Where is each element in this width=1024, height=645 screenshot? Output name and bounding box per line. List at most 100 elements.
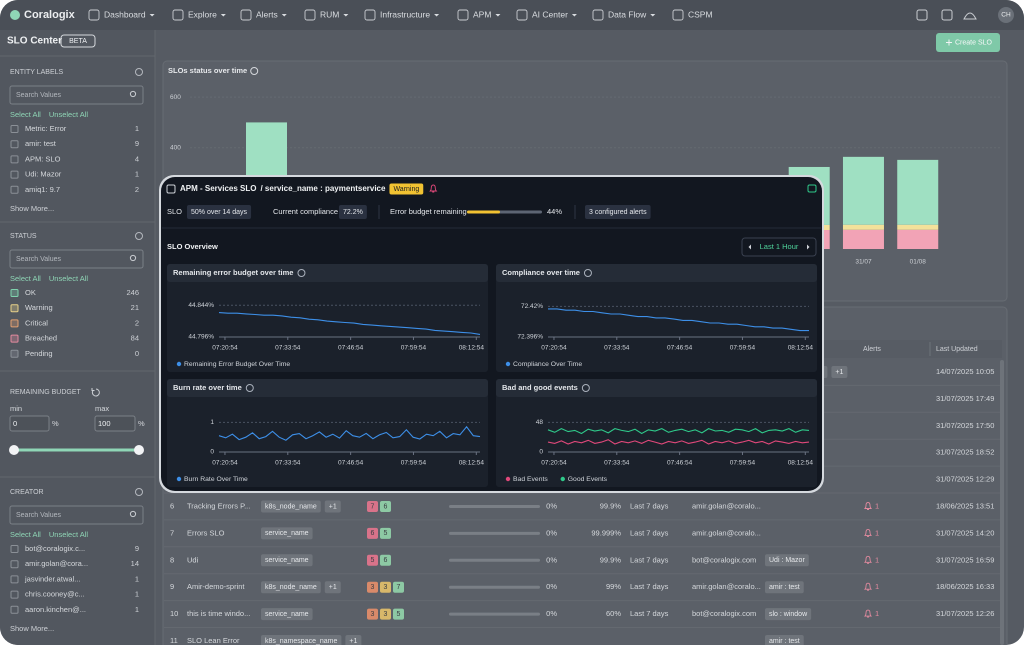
entity-chip-bg [765, 608, 812, 621]
time-range[interactable]: Last 1 Hour [760, 242, 799, 251]
search-icon [129, 90, 137, 98]
nav-bg [0, 0, 1024, 30]
open-icon[interactable] [807, 184, 817, 193]
help-icon [583, 269, 592, 277]
unselect-all[interactable]: Unselect All [49, 274, 89, 283]
bell-icon [863, 555, 873, 564]
checkbox[interactable] [10, 140, 19, 149]
slo-name[interactable]: this is time windo... [187, 609, 250, 618]
filter-label[interactable]: Warning [25, 303, 53, 312]
checkbox[interactable] [10, 319, 19, 328]
max-input[interactable] [94, 415, 136, 432]
filter-label[interactable]: Breached [25, 334, 57, 343]
time-picker[interactable] [741, 237, 817, 257]
checkbox[interactable] [10, 590, 19, 599]
filter-label[interactable]: bot@coralogix.c... [25, 544, 85, 553]
filter-label[interactable]: amiq1: 9.7 [25, 185, 60, 194]
nav-item[interactable]: CSPM [688, 9, 713, 19]
arrow-left [748, 244, 751, 250]
select-all[interactable]: Select All [10, 274, 41, 283]
filter-label[interactable]: chris.cooney@c... [25, 590, 85, 599]
nav-item[interactable]: Data Flow [608, 9, 647, 19]
checkbox[interactable] [10, 185, 19, 194]
entity-chip-bg [831, 366, 848, 378]
bar-segment [897, 159, 939, 225]
checkbox[interactable] [10, 289, 19, 297]
x-tick-label: 08:12:54 [788, 345, 814, 352]
creator: amir.golan@coralo... [692, 582, 761, 591]
slo-name[interactable]: SLO Lean Error [187, 636, 240, 645]
filter-label[interactable]: amir: test [25, 139, 57, 148]
select-all[interactable]: Select All [10, 530, 41, 539]
show-more[interactable]: Show More... [10, 624, 54, 633]
help-icon [963, 12, 977, 20]
show-more[interactable]: Show More... [10, 204, 54, 213]
nav-item[interactable]: Alerts [256, 9, 278, 19]
checkbox[interactable] [10, 575, 19, 584]
filter-label[interactable]: Udi: Mazor [25, 170, 62, 179]
slo-name[interactable]: Udi [187, 555, 199, 564]
filter-label[interactable]: aaron.kinchen@... [25, 605, 86, 614]
x-tick-label: 07:33:54 [604, 345, 630, 352]
x-tick-label: 07:20:54 [541, 345, 567, 352]
search-box[interactable] [9, 505, 144, 525]
avatar-initials[interactable]: CH [1001, 12, 1011, 19]
checkbox[interactable] [10, 155, 19, 164]
unselect-all[interactable]: Unselect All [49, 110, 89, 119]
budget-value: 0% [546, 501, 557, 510]
nav-item[interactable]: APM [473, 9, 491, 19]
checkbox[interactable] [10, 605, 19, 614]
filter-label[interactable]: amir.golan@cora... [25, 559, 88, 568]
mini-chart: Bad and good events 48 0 07:20:54 07:33:54 07… [496, 379, 817, 487]
label-chip: k8s_node_name [265, 503, 317, 510]
select-all[interactable]: Select All [10, 110, 41, 119]
series-line [547, 439, 810, 445]
slo-name[interactable]: Errors SLO [187, 528, 225, 537]
slo-name[interactable]: Amir-demo-sprint [187, 582, 245, 591]
slo-icon [166, 184, 176, 194]
x-tick-label: 07:33:54 [275, 345, 301, 352]
filter-count: 246 [126, 288, 139, 297]
max-label: max [95, 404, 109, 413]
unselect-all[interactable]: Unselect All [49, 530, 89, 539]
status-badge-bg [367, 501, 378, 512]
slo-name[interactable]: Tracking Errors P... [187, 501, 250, 510]
label-chip-bg [261, 581, 321, 594]
search-box[interactable] [9, 85, 144, 105]
checkbox[interactable] [10, 349, 19, 358]
nav-item[interactable]: RUM [320, 9, 339, 19]
status-badge: 5 [397, 611, 401, 618]
create-button-label[interactable]: Create SLO [955, 39, 993, 46]
caret [650, 14, 656, 17]
nav-item[interactable]: AI Center [532, 9, 568, 19]
checkbox[interactable] [10, 304, 19, 313]
nav-item[interactable]: Infrastructure [380, 9, 430, 19]
x-tick-label: 07:46:54 [667, 345, 693, 352]
filter-label[interactable]: OK [25, 288, 36, 297]
checkbox[interactable] [10, 560, 19, 569]
nav-item[interactable]: Dashboard [104, 9, 146, 19]
checkbox[interactable] [10, 125, 19, 133]
reset-icon [91, 388, 100, 397]
label-chip-bg [261, 500, 321, 513]
slider-handle[interactable] [9, 445, 19, 455]
create-button[interactable] [936, 33, 1000, 52]
checkbox[interactable] [10, 334, 19, 343]
slider-handle[interactable] [134, 445, 144, 455]
filter-label[interactable]: jasvinder.atwal... [24, 574, 80, 583]
help-icon [297, 269, 306, 277]
min-input[interactable] [9, 415, 50, 432]
legend-label: Bad Events [513, 476, 548, 483]
creator: amir.golan@coralo... [692, 501, 761, 510]
checkbox[interactable] [10, 545, 19, 553]
nav-icon [592, 9, 604, 21]
filter-label[interactable]: Metric: Error [25, 124, 67, 133]
filter-label[interactable]: Critical [25, 318, 48, 327]
filter-label[interactable]: APM: SLO [25, 154, 61, 163]
checkbox[interactable] [10, 170, 19, 179]
nav-item[interactable]: Explore [188, 9, 217, 19]
alert-count: 1 [875, 501, 879, 510]
filter-label[interactable]: Pending [25, 349, 53, 358]
legend-label: Remaining Error Budget Over Time [184, 361, 290, 368]
search-box[interactable] [9, 249, 144, 269]
